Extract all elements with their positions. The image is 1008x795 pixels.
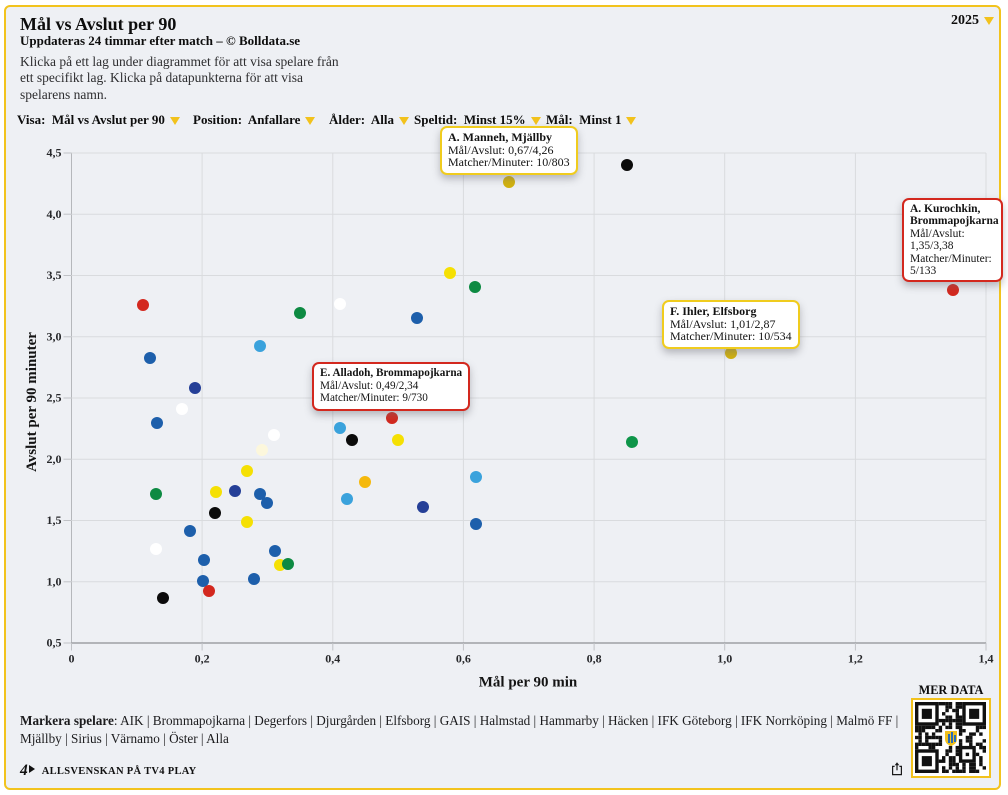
svg-text:0,5: 0,5 xyxy=(47,636,62,650)
svg-text:Avslut per 90 minuter: Avslut per 90 minuter xyxy=(24,332,40,472)
svg-text:1,0: 1,0 xyxy=(717,652,732,666)
svg-text:Mål per 90 min: Mål per 90 min xyxy=(479,674,578,690)
svg-text:2,0: 2,0 xyxy=(47,452,62,466)
svg-text:0,4: 0,4 xyxy=(325,652,340,666)
svg-text:1,0: 1,0 xyxy=(47,574,62,588)
svg-text:1,5: 1,5 xyxy=(47,513,62,527)
svg-text:3,5: 3,5 xyxy=(47,268,62,282)
svg-text:4,0: 4,0 xyxy=(47,207,62,221)
svg-text:1,2: 1,2 xyxy=(848,652,863,666)
svg-text:0,8: 0,8 xyxy=(587,652,602,666)
svg-text:3,0: 3,0 xyxy=(47,329,62,343)
svg-text:4,5: 4,5 xyxy=(47,146,62,160)
svg-text:0: 0 xyxy=(69,652,75,666)
svg-text:1,4: 1,4 xyxy=(979,652,994,666)
svg-text:0,6: 0,6 xyxy=(456,652,471,666)
svg-text:2,5: 2,5 xyxy=(47,391,62,405)
svg-text:0,2: 0,2 xyxy=(195,652,210,666)
